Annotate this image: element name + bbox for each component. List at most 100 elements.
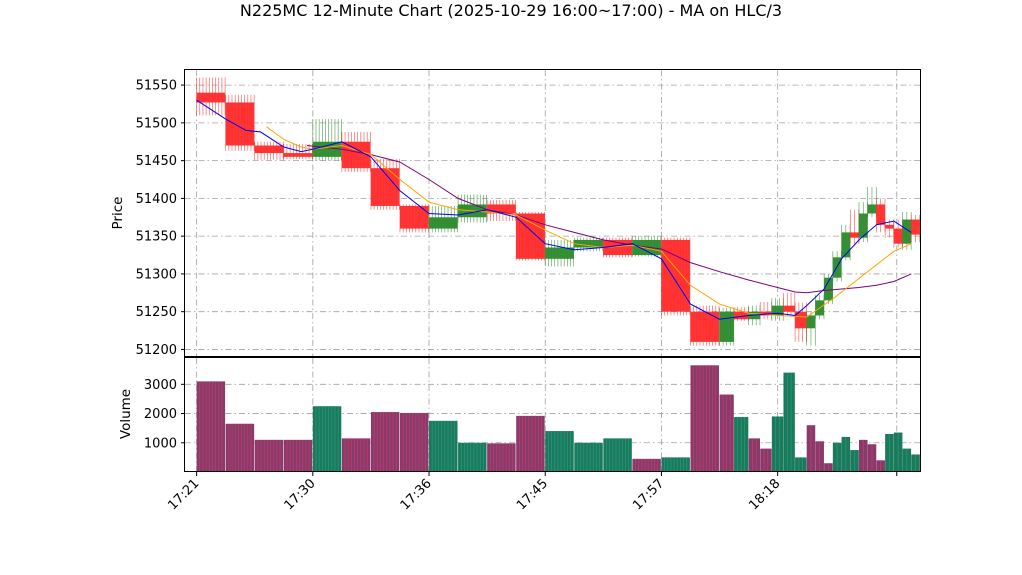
candle-body [824,277,833,301]
candle [794,302,807,342]
candle-body [911,219,920,235]
candle-body [574,239,603,248]
candle-body [254,145,284,154]
candle-body [771,305,784,316]
volume-bar [254,439,284,472]
volume-bar-fill [690,365,719,472]
candle-body [806,315,816,329]
moving-averages [196,99,912,320]
candle [312,119,342,161]
candle [428,205,458,233]
x-tick-label: 17:36 [398,476,435,513]
price-tick-label: 51350 [136,230,177,245]
volume-bar [458,442,487,472]
volume-bar-fill [196,381,226,472]
price-tick-label: 51400 [136,192,177,207]
volume-bar-fill [458,442,487,472]
candle-body [341,141,371,169]
candle-body [196,92,226,103]
price-tick-label: 51550 [136,79,177,94]
candle [661,237,691,316]
volume-bar-fill [487,443,516,472]
candle-body [734,311,749,320]
volume-bar [850,450,859,472]
volume-bar [832,442,842,472]
candle [196,77,226,116]
candle [876,198,886,233]
volume-bar-fill [603,438,632,472]
volume-bar [734,417,749,472]
volume-bar [824,463,833,472]
volume-bar-fill [661,457,690,472]
volume-bar [341,438,371,472]
volume-bar-fill [748,438,760,472]
x-axis-ticks: 17:21 17:30 17:36 17:45 17:57 18:18 [165,472,898,513]
x-tick-label: 17:45 [514,476,551,513]
volume-bar [771,416,784,472]
volume-bar [748,438,760,472]
price-tick-label: 51300 [136,267,177,282]
volume-bar [690,365,719,472]
candle-body [545,247,574,259]
candle [283,144,313,160]
candle [254,141,284,160]
candle-body [867,204,877,214]
candle [399,204,429,233]
candle-body [760,311,772,316]
volume-bar [893,432,903,472]
volume-bar-fill [399,412,429,472]
candle-body [661,239,690,312]
volume-bar [312,406,342,472]
volume-bar [783,372,795,472]
volume-tick-label: 1000 [144,436,177,451]
price-y-ticks: 51200 51250 51300 51350 51400 51450 51500 51550 [136,79,185,358]
volume-bar-fill [283,439,313,472]
volume-bar [574,442,603,472]
volume-bar [815,441,824,472]
volume-bar-fill [574,442,603,472]
volume-y-ticks: 1000 2000 3000 [144,378,185,451]
volume-bar [429,420,458,472]
x-tick-label: 18:18 [746,476,783,513]
candle-body [283,153,313,157]
x-tick-label: 17:57 [630,476,667,513]
price-tick-label: 51450 [136,154,177,169]
volume-bar-fill [760,448,772,472]
candle [225,94,255,151]
volume-bar-fill [370,412,400,472]
candle [841,224,851,261]
volume-bar-fill [341,438,371,472]
candle-body [876,204,885,225]
volume-bar [867,444,877,472]
price-tick-label: 51250 [136,305,177,320]
volume-tick-label: 2000 [144,407,177,422]
volume-bar-fill [795,457,807,472]
volume-bar-fill [225,423,255,472]
price-candles [196,77,921,346]
candle [457,194,487,223]
volume-bar [885,434,894,472]
candle [544,239,575,267]
x-tick-label: 17:30 [282,476,319,513]
volume-bar [603,438,632,472]
volume-bar [370,412,400,472]
volume-bar [760,448,772,472]
ma-long-line [306,145,912,294]
volume-axis-label: Volume [118,389,134,439]
volume-bar-fill [429,420,458,472]
candle-body [850,232,859,238]
volume-bar [858,439,868,472]
candle-body [885,224,894,229]
volume-bar [806,425,816,472]
volume-bar-fill [545,431,574,472]
ma-short-line [196,99,912,320]
candle-body [225,102,255,146]
volume-panel-frame [184,357,921,472]
volume-bar [487,443,516,472]
chart-title: N225MC 12-Minute Chart (2025-10-29 16:00… [240,1,782,20]
x-tick-label: 17:21 [165,476,202,513]
volume-bar-fill [312,406,342,472]
candle [815,295,825,320]
candle [719,307,735,346]
